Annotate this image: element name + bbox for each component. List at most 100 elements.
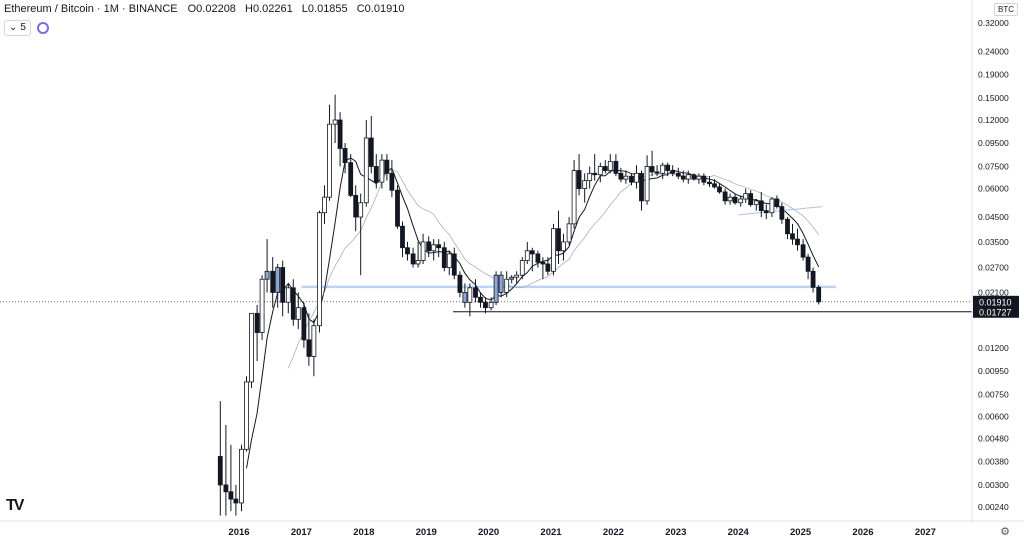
candle-body[interactable] (254, 312, 260, 333)
candle-body[interactable] (493, 274, 499, 303)
candle-body[interactable] (457, 274, 463, 293)
candle-body[interactable] (504, 278, 510, 293)
candle-body[interactable] (800, 244, 806, 258)
candle-body[interactable] (660, 164, 666, 174)
candle-body[interactable] (436, 244, 442, 249)
candle-body[interactable] (509, 276, 515, 280)
candle-body[interactable] (524, 250, 530, 261)
candle-body[interactable] (602, 166, 608, 171)
candle-body[interactable] (233, 498, 239, 504)
candle-body[interactable] (415, 260, 421, 265)
candle-body[interactable] (753, 200, 759, 206)
candle-body[interactable] (285, 287, 291, 303)
candle-body[interactable] (571, 170, 577, 225)
candle-body[interactable] (810, 270, 816, 288)
candle-body[interactable] (478, 296, 483, 303)
candle-body[interactable] (498, 274, 504, 293)
indicator-icon[interactable] (36, 22, 49, 34)
candle-body[interactable] (769, 198, 775, 214)
symbol-header[interactable]: Ethereum / Bitcoin · 1M · BINANCE O0.022… (4, 3, 410, 15)
candle-body[interactable] (217, 456, 223, 486)
candle-body[interactable] (790, 233, 795, 240)
candle-body[interactable] (249, 312, 254, 383)
candle-body[interactable] (696, 175, 702, 180)
candle-body[interactable] (514, 274, 520, 278)
candle-body[interactable] (431, 244, 437, 252)
candle-body[interactable] (467, 287, 473, 303)
candle-body[interactable] (529, 250, 535, 255)
candle-body[interactable] (441, 247, 447, 268)
candle-body[interactable] (337, 119, 343, 149)
candle-body[interactable] (368, 137, 374, 167)
candle-body[interactable] (556, 228, 561, 252)
symbol-title[interactable]: Ethereum / Bitcoin · 1M · BINANCE (4, 3, 178, 15)
candle-body[interactable] (561, 241, 566, 252)
candle-body[interactable] (654, 171, 660, 174)
candle-body[interactable] (244, 381, 249, 450)
candle-body[interactable] (785, 218, 790, 235)
candle-body[interactable] (301, 307, 307, 341)
tradingview-logo[interactable]: TV (6, 497, 25, 514)
candle-body[interactable] (680, 175, 686, 180)
currency-label[interactable]: BTC (994, 3, 1018, 16)
candle-body[interactable] (270, 270, 276, 293)
candle-body[interactable] (592, 172, 598, 176)
candle-body[interactable] (607, 160, 613, 171)
candle-body[interactable] (722, 191, 728, 202)
candle-body[interactable] (675, 172, 681, 177)
candle-body[interactable] (363, 137, 369, 204)
candle-body[interactable] (623, 175, 629, 180)
candle-body[interactable] (545, 263, 551, 272)
candle-body[interactable] (540, 261, 546, 265)
candle-body[interactable] (295, 307, 301, 320)
candle-body[interactable] (597, 166, 603, 176)
candle-body[interactable] (743, 193, 749, 200)
candle-body[interactable] (670, 170, 676, 174)
candle-body[interactable] (358, 202, 364, 218)
candle-body[interactable] (551, 228, 556, 272)
candle-body[interactable] (483, 301, 488, 309)
candle-body[interactable] (379, 159, 385, 183)
candle-body[interactable] (587, 172, 593, 182)
candle-body[interactable] (712, 183, 717, 188)
candle-body[interactable] (395, 189, 400, 227)
candle-body[interactable] (223, 484, 229, 493)
candle-body[interactable] (389, 172, 395, 191)
candle-body[interactable] (738, 198, 744, 204)
candle-body[interactable] (613, 160, 619, 174)
candle-body[interactable] (405, 247, 410, 255)
candle-body[interactable] (701, 175, 707, 183)
candle-body[interactable] (264, 270, 270, 280)
candle-body[interactable] (373, 166, 379, 183)
candle-body[interactable] (732, 196, 738, 204)
candle-body[interactable] (727, 196, 733, 202)
candle-body[interactable] (420, 241, 426, 261)
candle-body[interactable] (805, 256, 811, 272)
candle-body[interactable] (649, 166, 655, 173)
price-axis[interactable]: 0.32000 0.24000 0.19000 0.15000 0.12000 0.095… (978, 18, 1009, 512)
candle-body[interactable] (763, 210, 769, 214)
candle-body[interactable] (342, 148, 348, 164)
candle-body[interactable] (795, 238, 800, 246)
candle-body[interactable] (306, 339, 312, 357)
candle-body[interactable] (816, 286, 822, 303)
candle-body[interactable] (707, 181, 712, 185)
candle-body[interactable] (322, 196, 327, 214)
candle-body[interactable] (576, 170, 582, 189)
candle-body[interactable] (535, 253, 541, 263)
candle-body[interactable] (779, 206, 785, 220)
candle-body[interactable] (748, 193, 754, 206)
candle-body[interactable] (384, 159, 390, 174)
candle-body[interactable] (400, 225, 405, 249)
candle-body[interactable] (451, 253, 457, 276)
candle-body[interactable] (311, 325, 317, 357)
candle-body[interactable] (717, 186, 722, 193)
candle-body[interactable] (275, 267, 281, 293)
candle-body[interactable] (348, 162, 354, 196)
candle-body[interactable] (774, 198, 780, 208)
candle-body[interactable] (644, 166, 650, 202)
settings-icon[interactable]: ⚙ (1000, 526, 1010, 538)
candle-body[interactable] (317, 212, 322, 327)
candle-body[interactable] (519, 260, 525, 276)
